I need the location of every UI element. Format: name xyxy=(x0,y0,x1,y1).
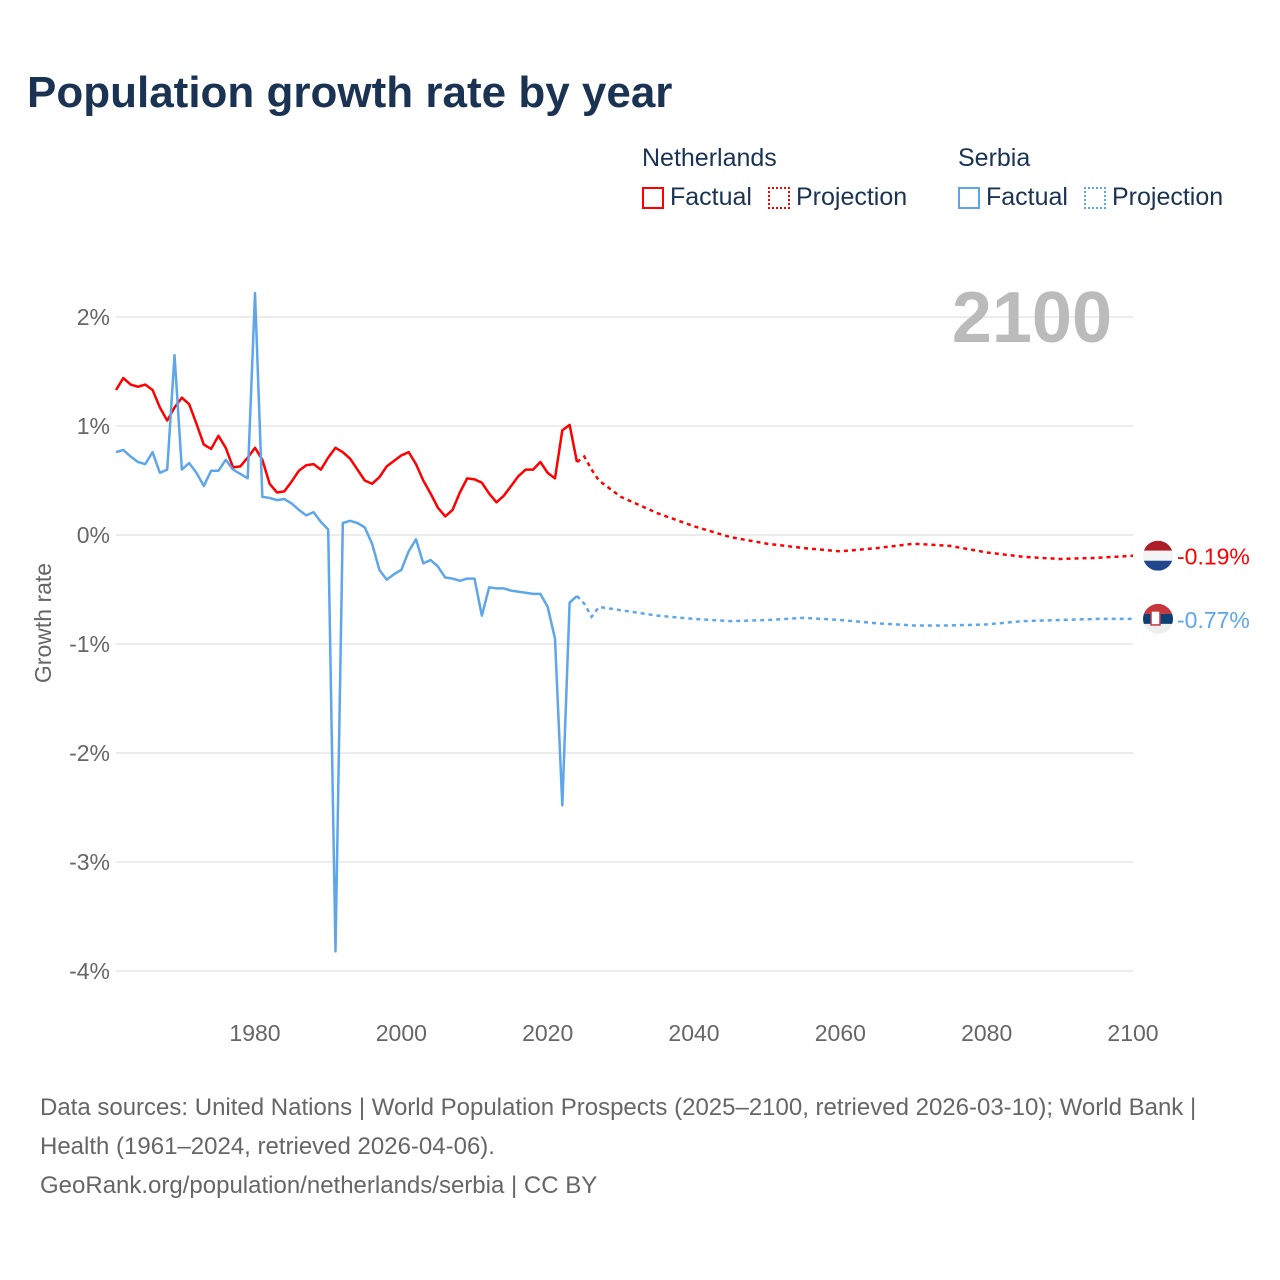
legend-netherlands: Netherlands Factual Projection xyxy=(642,144,907,212)
legend-group-name: Serbia xyxy=(958,144,1031,172)
flag-stripe xyxy=(1143,603,1173,614)
y-tick-label: -2% xyxy=(69,740,110,766)
legend-group-name: Netherlands xyxy=(642,144,777,172)
x-tick-label: 2020 xyxy=(522,1020,573,1046)
flag-emblem xyxy=(1150,610,1161,626)
netherlands-flag-icon xyxy=(1143,540,1173,571)
year-indicator: 2100 xyxy=(952,278,1112,358)
x-tick-label: 1980 xyxy=(229,1020,280,1046)
flag-stripe xyxy=(1143,560,1173,571)
chart-title: Population growth rate by year xyxy=(27,68,673,117)
data-sources: Data sources: United Nations | World Pop… xyxy=(40,1094,1197,1160)
y-tick-label: -4% xyxy=(69,958,110,984)
flag-stripe xyxy=(1143,540,1173,551)
y-tick-label: -3% xyxy=(69,849,110,875)
x-tick-label: 2100 xyxy=(1107,1020,1158,1046)
y-tick-label: -1% xyxy=(69,631,110,657)
x-tick-label: 2060 xyxy=(815,1020,866,1046)
dotted-swatch-icon xyxy=(767,186,790,209)
legend-serbia: Serbia Factual Projection xyxy=(958,144,1223,212)
solid-swatch-icon xyxy=(642,186,664,209)
netherlands-projection-line xyxy=(576,454,1134,561)
flag-stripe xyxy=(1143,550,1173,561)
credit-link[interactable]: GeoRank.org/population/netherlands/serbi… xyxy=(40,1172,598,1199)
dotted-swatch-icon xyxy=(1083,186,1106,209)
legend-label: Projection xyxy=(1111,183,1224,211)
x-tick-label: 2000 xyxy=(376,1020,427,1046)
netherlands-factual-line xyxy=(114,376,579,518)
y-tick-label: 0% xyxy=(77,522,110,548)
serbia-flag-icon xyxy=(1143,603,1173,634)
x-tick-label: 2040 xyxy=(668,1020,719,1046)
legend-label: Factual xyxy=(670,183,752,211)
flag-stripe xyxy=(1143,623,1173,634)
legend-netherlands-factual[interactable]: Factual xyxy=(642,183,752,212)
y-tick-label: 2% xyxy=(77,304,110,330)
footer: Data sources: United Nations | World Pop… xyxy=(40,1088,1240,1205)
netherlands-end-label: -0.19% xyxy=(1177,544,1250,570)
legend-label: Projection xyxy=(795,183,908,211)
legend-label: Factual xyxy=(986,183,1068,211)
y-axis-label: Growth rate xyxy=(30,563,56,683)
legend-netherlands-projection[interactable]: Projection xyxy=(767,183,908,212)
y-tick-label: 1% xyxy=(77,413,110,439)
serbia-projection-line xyxy=(576,595,1133,627)
serbia-factual-line xyxy=(115,291,578,953)
legend-serbia-projection[interactable]: Projection xyxy=(1083,183,1224,212)
solid-swatch-icon xyxy=(958,186,980,209)
serbia-end-label: -0.77% xyxy=(1177,607,1250,633)
x-tick-label: 2080 xyxy=(961,1020,1012,1046)
legend-serbia-factual[interactable]: Factual xyxy=(958,183,1068,212)
